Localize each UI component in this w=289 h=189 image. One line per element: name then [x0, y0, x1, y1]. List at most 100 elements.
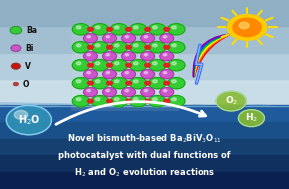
Circle shape [95, 98, 100, 101]
Circle shape [88, 63, 93, 67]
Circle shape [160, 34, 174, 43]
Text: Bi: Bi [25, 44, 34, 53]
Circle shape [145, 99, 151, 103]
Circle shape [129, 24, 147, 35]
Circle shape [76, 26, 81, 29]
Circle shape [168, 24, 185, 35]
Circle shape [106, 54, 110, 56]
Circle shape [153, 98, 157, 101]
Circle shape [227, 15, 267, 40]
Circle shape [95, 80, 100, 83]
Circle shape [126, 81, 131, 85]
Circle shape [72, 24, 90, 35]
Circle shape [145, 45, 151, 49]
Circle shape [122, 52, 136, 61]
Circle shape [122, 70, 136, 79]
Circle shape [144, 36, 148, 38]
Text: H$_2$O: H$_2$O [18, 113, 40, 127]
Circle shape [91, 60, 109, 71]
Circle shape [163, 54, 167, 56]
Circle shape [72, 42, 90, 53]
Circle shape [149, 95, 166, 107]
Circle shape [87, 89, 90, 92]
Circle shape [129, 60, 147, 71]
Circle shape [84, 70, 97, 79]
Circle shape [134, 44, 138, 47]
Circle shape [11, 45, 21, 51]
Circle shape [134, 62, 138, 65]
Circle shape [233, 18, 261, 37]
Circle shape [114, 98, 119, 101]
Circle shape [14, 110, 28, 119]
Circle shape [87, 71, 90, 74]
Circle shape [163, 71, 167, 74]
Circle shape [103, 88, 116, 97]
Circle shape [216, 91, 246, 111]
Circle shape [125, 71, 129, 74]
Circle shape [110, 77, 128, 89]
Circle shape [160, 88, 174, 97]
Circle shape [149, 42, 166, 53]
Circle shape [76, 80, 81, 83]
Circle shape [163, 36, 167, 38]
Circle shape [95, 26, 100, 29]
Circle shape [106, 71, 110, 74]
Text: Novel bismuth-based Ba$_2$BiV$_3$O$_{11}$: Novel bismuth-based Ba$_2$BiV$_3$O$_{11}… [67, 133, 222, 145]
Circle shape [95, 62, 100, 65]
Circle shape [163, 89, 167, 92]
Circle shape [145, 81, 151, 85]
Circle shape [114, 62, 119, 65]
Circle shape [122, 34, 136, 43]
Circle shape [239, 22, 249, 29]
Circle shape [172, 44, 176, 47]
Text: O$_2$: O$_2$ [225, 95, 238, 107]
Text: H$_2$ and O$_2$ evolution reactions: H$_2$ and O$_2$ evolution reactions [74, 166, 215, 179]
Circle shape [14, 83, 18, 86]
Circle shape [129, 95, 147, 107]
Circle shape [76, 98, 81, 101]
Circle shape [164, 45, 170, 49]
Circle shape [88, 81, 93, 85]
Circle shape [134, 80, 138, 83]
Bar [0, 53, 289, 79]
Circle shape [88, 99, 93, 103]
Circle shape [153, 44, 157, 47]
Circle shape [72, 77, 90, 89]
Circle shape [172, 26, 176, 29]
Circle shape [149, 24, 166, 35]
Circle shape [149, 77, 166, 89]
Circle shape [141, 70, 155, 79]
Text: O: O [23, 80, 29, 89]
Circle shape [164, 99, 170, 103]
Bar [0, 79, 289, 106]
Circle shape [76, 62, 81, 65]
Circle shape [125, 54, 129, 56]
Circle shape [91, 24, 109, 35]
Circle shape [238, 110, 264, 127]
Circle shape [106, 89, 110, 92]
Circle shape [107, 99, 112, 103]
Bar [0, 122, 289, 139]
Circle shape [168, 95, 185, 107]
Bar [0, 155, 289, 172]
Bar [0, 105, 289, 122]
Circle shape [12, 63, 20, 69]
Circle shape [168, 60, 185, 71]
PathPatch shape [0, 102, 289, 107]
Circle shape [125, 89, 129, 92]
Circle shape [110, 95, 128, 107]
Circle shape [144, 89, 148, 92]
Circle shape [144, 54, 148, 56]
Circle shape [84, 52, 97, 61]
Circle shape [114, 26, 119, 29]
Circle shape [134, 98, 138, 101]
Circle shape [107, 27, 112, 31]
Circle shape [168, 77, 185, 89]
Circle shape [160, 52, 174, 61]
Circle shape [72, 60, 90, 71]
Circle shape [91, 95, 109, 107]
Circle shape [126, 27, 131, 31]
Circle shape [84, 34, 97, 43]
Bar [0, 172, 289, 189]
Circle shape [122, 88, 136, 97]
